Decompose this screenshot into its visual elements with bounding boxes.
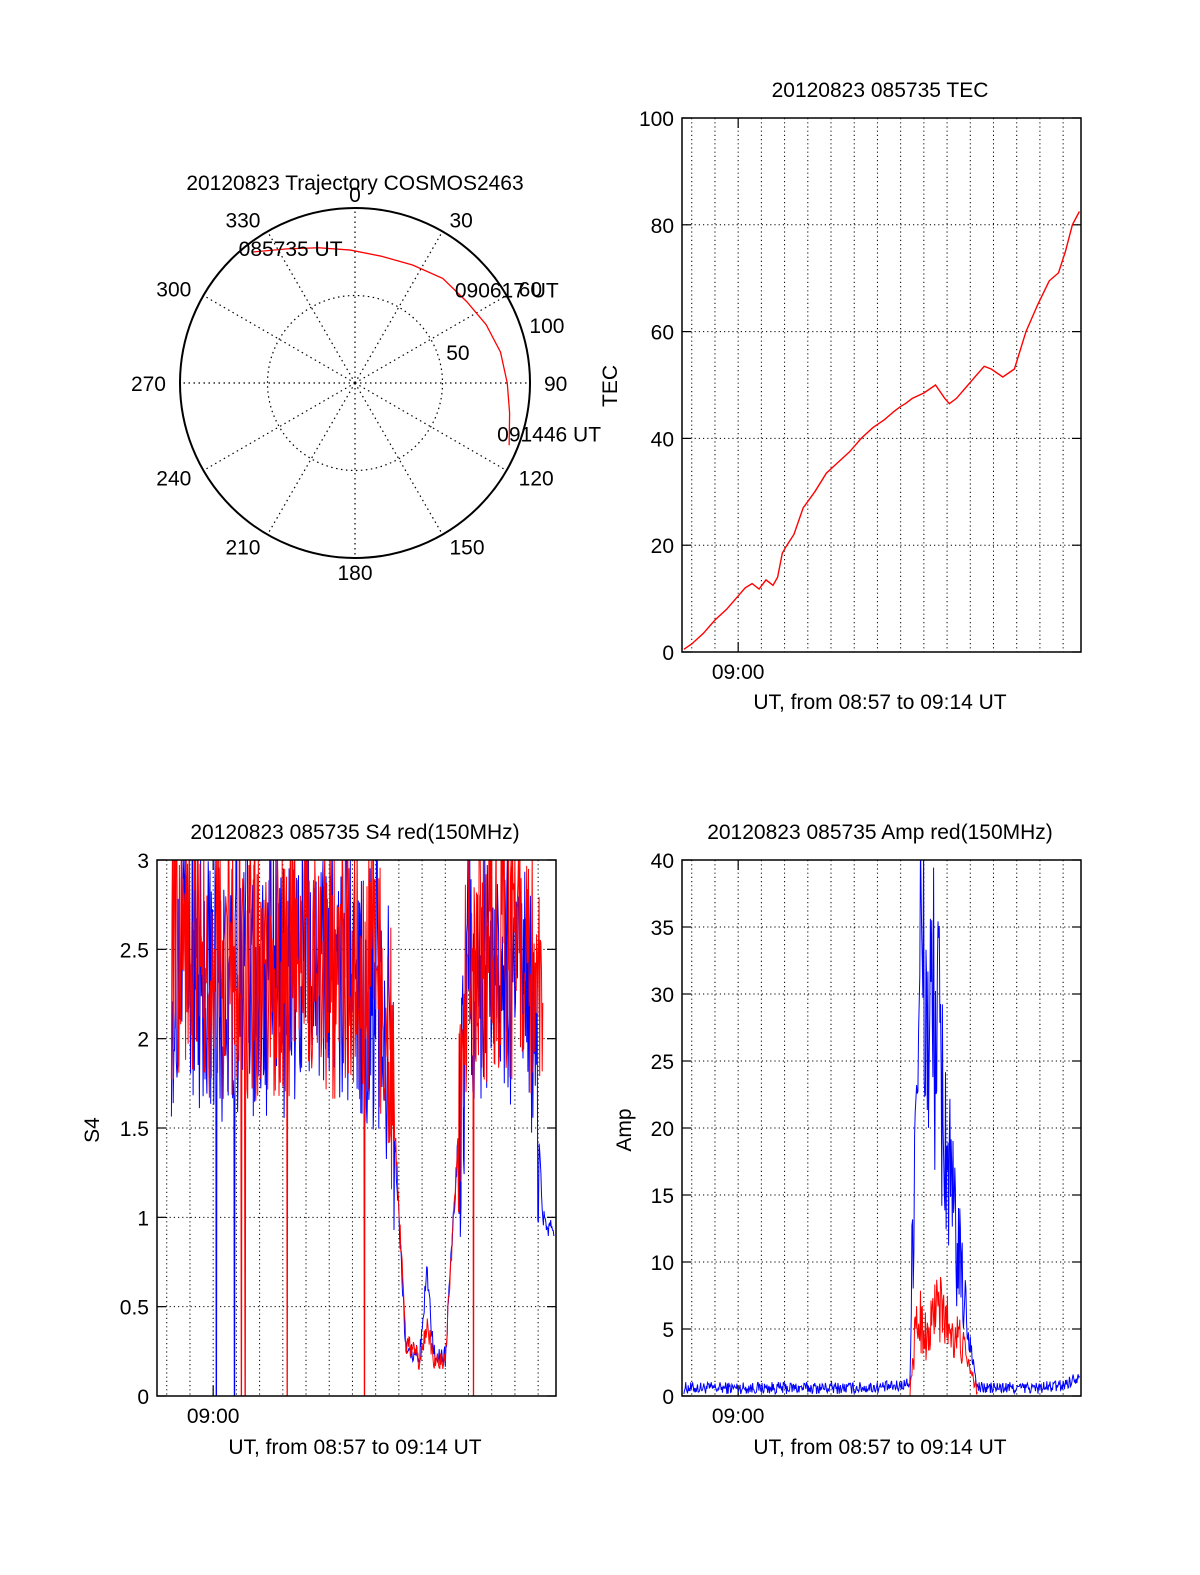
polar-azimuth-label: 60 — [519, 279, 542, 302]
y-tick-label: 3 — [137, 850, 149, 873]
s4-y-axis-label: S4 — [81, 1117, 104, 1143]
s4-x-axis-label: UT, from 08:57 to 09:14 UT — [228, 1436, 481, 1459]
y-tick-label: 0 — [662, 1386, 674, 1409]
y-tick-label: 15 — [651, 1185, 674, 1208]
series-line — [683, 211, 1081, 650]
y-tick-label: 20 — [651, 1118, 674, 1141]
polar-radial-label: 100 — [529, 315, 564, 338]
s4-title: 20120823 085735 S4 red(150MHz) — [190, 821, 519, 844]
tec-y-axis-label: TEC — [599, 365, 622, 407]
polar-grid-ring — [266, 294, 444, 472]
y-tick-label: 35 — [651, 917, 674, 940]
y-tick-label: 100 — [639, 108, 674, 131]
amp-title: 20120823 085735 Amp red(150MHz) — [707, 821, 1053, 844]
polar-trajectory: 085735 UT 090617 UT 091446 UT — [239, 238, 602, 446]
x-tick-label: 09:00 — [712, 1405, 765, 1428]
y-tick-label: 0 — [137, 1386, 149, 1409]
polar-azimuth-label: 240 — [156, 468, 191, 491]
plot-frame — [681, 859, 1082, 1397]
tec-plot: 0 20 40 60 80 100 09:00 — [639, 108, 1082, 684]
polar-azimuth-label: 150 — [450, 537, 485, 560]
y-tick-label: 2 — [137, 1029, 149, 1052]
amp-plot: 0 5 10 15 20 25 30 35 40 09:00 — [651, 850, 1082, 1428]
polar-azimuth-label: 270 — [131, 373, 166, 396]
y-tick-label: 20 — [651, 535, 674, 558]
polar-azimuth-label: 180 — [337, 562, 372, 585]
y-tick-label: 2.5 — [120, 939, 149, 962]
y-tick-label: 1 — [137, 1207, 149, 1230]
y-tick-label: 10 — [651, 1252, 674, 1275]
y-tick-label: 5 — [662, 1319, 674, 1342]
tec-panel: 20120823 085735 TEC UT, from 08:57 to 09… — [599, 79, 1082, 714]
polar-spoke — [266, 382, 356, 535]
polar-grid: 0 30 60 90 120 150 180 210 240 270 300 330 50 100 — [131, 184, 567, 585]
y-tick-label: 30 — [651, 984, 674, 1007]
series-line — [909, 1276, 978, 1396]
series-line — [683, 860, 1080, 1396]
series-line — [170, 860, 544, 1396]
x-tick-label: 09:00 — [712, 661, 765, 684]
plot-series-group — [683, 860, 1080, 1396]
tec-x-axis-label: UT, from 08:57 to 09:14 UT — [753, 691, 1006, 714]
polar-time-annotation: 085735 UT — [239, 238, 343, 261]
y-tick-label: 25 — [651, 1051, 674, 1074]
polar-azimuth-label: 30 — [450, 209, 473, 232]
y-tick-label: 60 — [651, 322, 674, 345]
polar-title: 20120823 Trajectory COSMOS2463 — [186, 172, 523, 195]
polar-spoke — [354, 382, 444, 535]
y-tick-label: 0 — [662, 642, 674, 665]
y-tick-label: 80 — [651, 215, 674, 238]
polar-azimuth-label: 120 — [519, 468, 554, 491]
polar-azimuth-label: 210 — [225, 537, 260, 560]
polar-azimuth-label: 90 — [544, 373, 567, 396]
polar-spoke — [203, 382, 356, 472]
polar-time-annotation: 091446 UT — [497, 423, 601, 446]
y-tick-label: 40 — [651, 850, 674, 873]
amp-x-axis-label: UT, from 08:57 to 09:14 UT — [753, 1436, 1006, 1459]
polar-spoke — [354, 294, 507, 384]
polar-spoke — [354, 231, 444, 384]
y-tick-label: 1.5 — [120, 1118, 149, 1141]
plot-frame — [156, 859, 557, 1397]
amp-panel: 20120823 085735 Amp red(150MHz) UT, from… — [613, 821, 1082, 1459]
polar-spoke — [266, 231, 356, 384]
polar-radial-label: 50 — [446, 342, 469, 365]
y-tick-label: 0.5 — [120, 1297, 149, 1320]
polar-trajectory-panel: 20120823 Trajectory COSMOS2463 0 30 60 90 12… — [131, 172, 601, 585]
tec-title: 20120823 085735 TEC — [772, 79, 989, 102]
polar-spoke — [203, 294, 356, 384]
polar-trajectory-line — [252, 247, 511, 446]
polar-azimuth-label: 300 — [156, 279, 191, 302]
s4-plot: 0 0.5 1 1.5 2 2.5 3 09:00 — [120, 850, 557, 1428]
polar-azimuth-label: 330 — [225, 209, 260, 232]
y-tick-label: 40 — [651, 428, 674, 451]
polar-spoke — [354, 382, 507, 472]
polar-azimuth-label: 0 — [349, 184, 361, 207]
polar-time-annotation: 090617 UT — [455, 280, 559, 303]
s4-panel: 20120823 085735 S4 red(150MHz) UT, from … — [81, 821, 557, 1459]
polar-outer-circle — [179, 207, 531, 559]
x-tick-label: 09:00 — [187, 1405, 240, 1428]
amp-y-axis-label: Amp — [613, 1108, 636, 1151]
plot-frame — [681, 117, 1082, 653]
plot-series-group — [170, 860, 555, 1396]
plot-series-group — [683, 211, 1081, 650]
